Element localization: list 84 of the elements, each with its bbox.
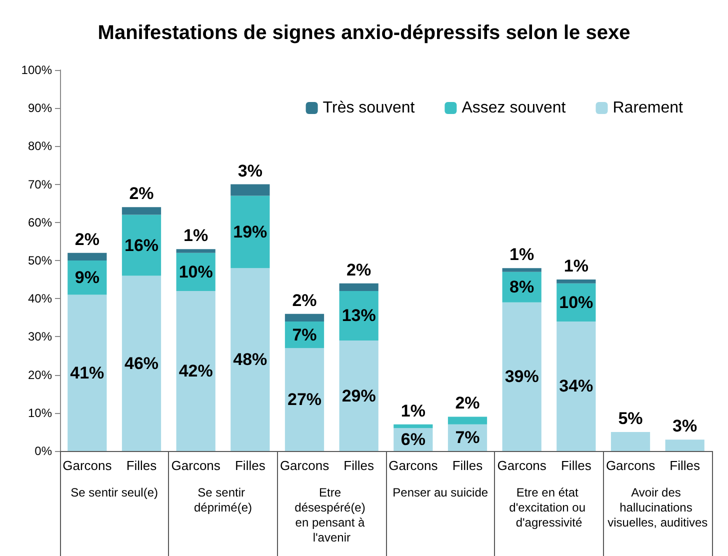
bar [176, 249, 216, 253]
text: Penser au suicide [392, 486, 488, 500]
bar [230, 268, 270, 451]
data-label: 34% [559, 376, 594, 396]
data-label: 6% [400, 430, 426, 450]
data-label: 2% [346, 260, 372, 280]
legend-label: Assez souvent [462, 100, 566, 116]
bar [556, 280, 596, 284]
x-tick-label: Filles [344, 458, 374, 473]
text: Etre désespéré(e) en pensant à l'avenir [294, 486, 369, 544]
bar [230, 196, 270, 268]
x-tick-label: Filles [560, 458, 592, 473]
data-label: 1% [184, 226, 208, 246]
data-label: 7% [292, 325, 317, 344]
text: Se sentir seul(e) [70, 486, 158, 500]
data-label: 1% [400, 401, 426, 420]
data-label: 10% [178, 262, 213, 282]
text: Etre en état d'excitation ou d'agressivité [509, 486, 589, 530]
x-tick-label: Garcons [497, 458, 547, 473]
bar [284, 314, 324, 322]
bar [176, 290, 216, 451]
text: Se sentir déprimé(e) [194, 486, 252, 514]
bar [68, 252, 107, 260]
data-label: 1% [510, 245, 534, 264]
y-tick-label: 50% [28, 254, 52, 268]
bar [394, 424, 433, 428]
legend-label: Rarement [612, 100, 684, 116]
bar [502, 302, 542, 451]
x-tick-label: Filles [234, 458, 266, 473]
bar [284, 348, 324, 451]
y-tick-label: 20% [28, 368, 52, 382]
bar [339, 340, 378, 451]
x-tick-label: Filles [670, 458, 700, 473]
data-label: 39% [504, 367, 539, 386]
x-tick-label: Garcons [171, 458, 221, 473]
bar [68, 294, 107, 451]
data-label: 5% [618, 408, 643, 428]
y-tick-label: 70% [28, 177, 52, 192]
bar [339, 283, 378, 291]
data-label: 10% [559, 292, 594, 312]
y-tick-label: 10% [28, 406, 52, 420]
y-tick-label: 100% [21, 63, 52, 77]
legend-label: Très souvent [322, 100, 416, 116]
data-label: 9% [74, 268, 100, 288]
y-tick-label: 60% [28, 215, 52, 230]
data-label: 2% [129, 184, 154, 204]
data-label: 16% [124, 236, 159, 255]
bar [502, 268, 542, 272]
x-tick-label: Garcons [62, 458, 112, 473]
y-tick-label: 0% [34, 444, 52, 458]
bar [122, 207, 162, 215]
x-tick-label: Garcons [388, 458, 438, 473]
data-label: 8% [510, 278, 534, 297]
bar [230, 184, 270, 196]
data-label: 19% [233, 222, 268, 242]
bar [610, 432, 650, 451]
x-tick-label: Garcons [606, 458, 656, 473]
text: Avoir des hallucinations visuelles, auditives [608, 486, 708, 530]
data-label: 3% [238, 161, 262, 180]
x-tick-label: Garcons [280, 458, 330, 473]
y-tick-label: 30% [28, 330, 52, 344]
bar [556, 321, 596, 451]
data-label: 2% [292, 290, 317, 310]
data-label: 3% [672, 416, 698, 436]
y-tick-label: 90% [28, 101, 52, 116]
data-label: 29% [342, 386, 376, 406]
data-label: 13% [342, 306, 376, 326]
y-tick-label: 40% [28, 292, 52, 306]
data-label: 1% [564, 256, 588, 276]
x-tick-label: Filles [452, 458, 484, 473]
bar [122, 276, 162, 451]
y-tick-label: 80% [28, 139, 52, 154]
data-label: 41% [70, 363, 104, 382]
data-label: 42% [178, 361, 213, 380]
chart-title: Manifestations de signes anxio-dépressifs selon le sexe [98, 22, 630, 44]
bar [665, 440, 704, 451]
data-label: 48% [233, 350, 268, 370]
data-label: 46% [124, 354, 159, 373]
data-label: 2% [455, 394, 480, 413]
bar [448, 416, 488, 424]
data-label: 2% [74, 230, 100, 249]
x-tick-label: Filles [126, 458, 158, 473]
data-label: 7% [455, 428, 480, 448]
data-label: 27% [287, 390, 322, 410]
